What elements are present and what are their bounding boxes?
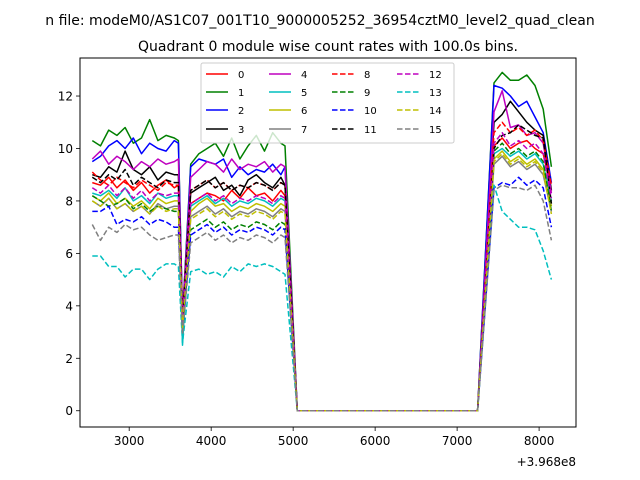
x-tick-label-5000: 5000 (278, 434, 309, 448)
y-tick-label-6: 6 (65, 247, 73, 261)
plot-frame (79, 57, 577, 428)
legend-label-7: 7 (301, 125, 307, 136)
legend-label-13: 13 (429, 88, 442, 99)
series-line-9 (91, 142, 553, 412)
series-line-2 (91, 84, 553, 412)
x-tick-label-7000: 7000 (442, 434, 473, 448)
legend-label-3: 3 (238, 125, 244, 136)
y-tick-label-12: 12 (58, 90, 73, 104)
series-line-5 (92, 147, 553, 412)
x-tick-label-6000: 6000 (360, 434, 391, 448)
series-line-14 (91, 152, 553, 412)
legend-label-10: 10 (364, 106, 377, 117)
series-line-4 (91, 90, 553, 412)
legend-label-5: 5 (301, 88, 307, 99)
series-line-1 (91, 71, 553, 412)
legend-label-0: 0 (238, 70, 244, 81)
x-axis: 3000 4000 5000 6000 7000 8000 (114, 427, 554, 448)
series-line-11 (91, 124, 553, 412)
y-axis: 0 2 4 6 8 10 12 (58, 90, 80, 418)
legend-label-8: 8 (364, 70, 370, 81)
chart-title: Quadrant 0 module wise count rates with … (138, 39, 518, 55)
series-line-13 (92, 184, 553, 412)
series-line-12 (91, 131, 553, 412)
legend-label-15: 15 (429, 125, 442, 136)
legend-label-14: 14 (429, 106, 442, 117)
y-tick-label-8: 8 (65, 194, 73, 208)
legend-label-2: 2 (238, 106, 244, 117)
y-tick-label-10: 10 (58, 142, 73, 156)
series-line-3 (92, 100, 553, 412)
x-tick-label-4000: 4000 (196, 434, 227, 448)
legend-label-4: 4 (301, 70, 307, 81)
x-axis-offset-label: +3.968e8 (517, 455, 576, 469)
y-tick-label-2: 2 (65, 352, 73, 366)
series-line-15 (91, 184, 553, 412)
legend-label-11: 11 (364, 125, 377, 136)
x-tick-label-8000: 8000 (524, 434, 555, 448)
y-tick-label-4: 4 (65, 299, 73, 313)
x-tick-label-3000: 3000 (114, 434, 145, 448)
series-line-6 (91, 150, 553, 412)
series-lines (91, 71, 553, 412)
series-line-10 (92, 176, 553, 412)
legend-box (200, 62, 455, 144)
series-line-0 (92, 137, 553, 412)
legend-label-1: 1 (238, 88, 244, 99)
y-tick-label-0: 0 (65, 404, 73, 418)
legend-label-6: 6 (301, 106, 307, 117)
legend-label-9: 9 (364, 88, 370, 99)
figure-suptitle: n file: modeM0/AS1C07_001T10_9000005252_… (45, 13, 594, 29)
legend-label-12: 12 (429, 70, 442, 81)
